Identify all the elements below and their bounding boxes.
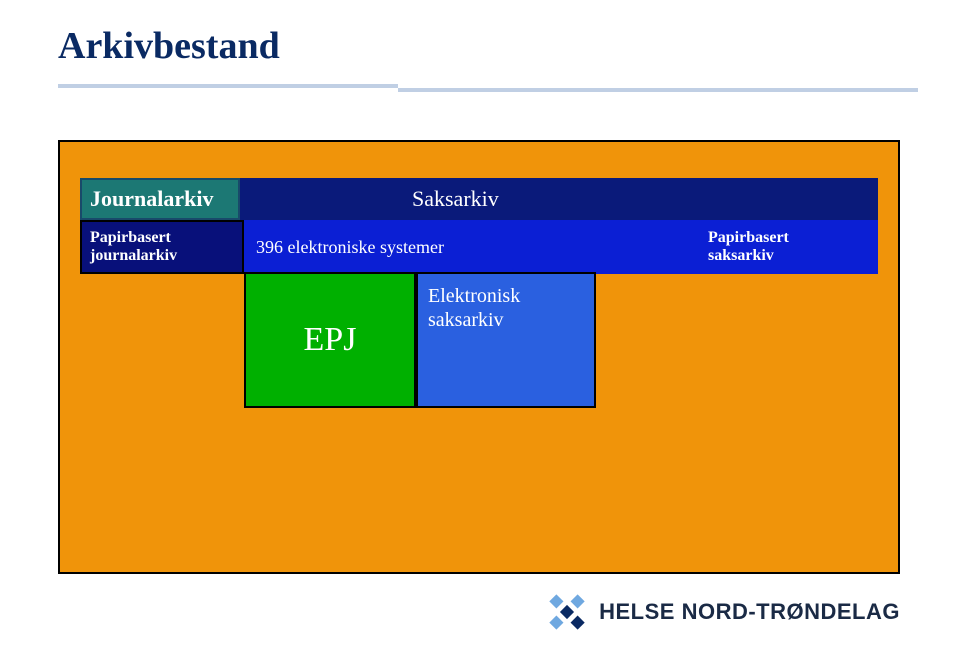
logo-text: HELSE NORD-TRØNDELAG xyxy=(599,599,900,625)
main-diagram-box: Journalarkiv Saksarkiv Papirbasert journ… xyxy=(58,140,900,574)
logo: HELSE NORD-TRØNDELAG xyxy=(545,590,900,634)
elek-line2: saksarkiv xyxy=(428,308,584,332)
sub-right-papirbasert-saks: Papirbasert saksarkiv xyxy=(596,229,878,266)
header-right-saksarkiv: Saksarkiv xyxy=(240,178,878,220)
sub-left-papirbasert-journal: Papirbasert journalarkiv xyxy=(80,220,244,274)
sub-center-elektroniske: 396 elektroniske systemer xyxy=(244,220,596,274)
title-wrap: Arkivbestand xyxy=(58,24,398,88)
sub-row: Papirbasert journalarkiv 396 elektronisk… xyxy=(80,220,878,274)
logo-mark-icon xyxy=(545,590,589,634)
page-title: Arkivbestand xyxy=(58,25,280,67)
elek-line1: Elektronisk xyxy=(428,284,584,308)
sub-right-line1: Papirbasert xyxy=(708,229,878,247)
slide: Arkivbestand Journalarkiv Saksarkiv Papi… xyxy=(0,0,960,664)
sub-left-line1: Papirbasert xyxy=(90,229,234,247)
header-left-journalarkiv: Journalarkiv xyxy=(80,178,240,220)
sub-left-line2: journalarkiv xyxy=(90,247,234,265)
header-row: Journalarkiv Saksarkiv xyxy=(80,178,878,220)
elektronisk-saksarkiv-box: Elektronisk saksarkiv xyxy=(416,272,596,408)
sub-right-line2: saksarkiv xyxy=(708,247,878,265)
title-underline xyxy=(398,88,918,92)
epj-box: EPJ xyxy=(244,272,416,408)
